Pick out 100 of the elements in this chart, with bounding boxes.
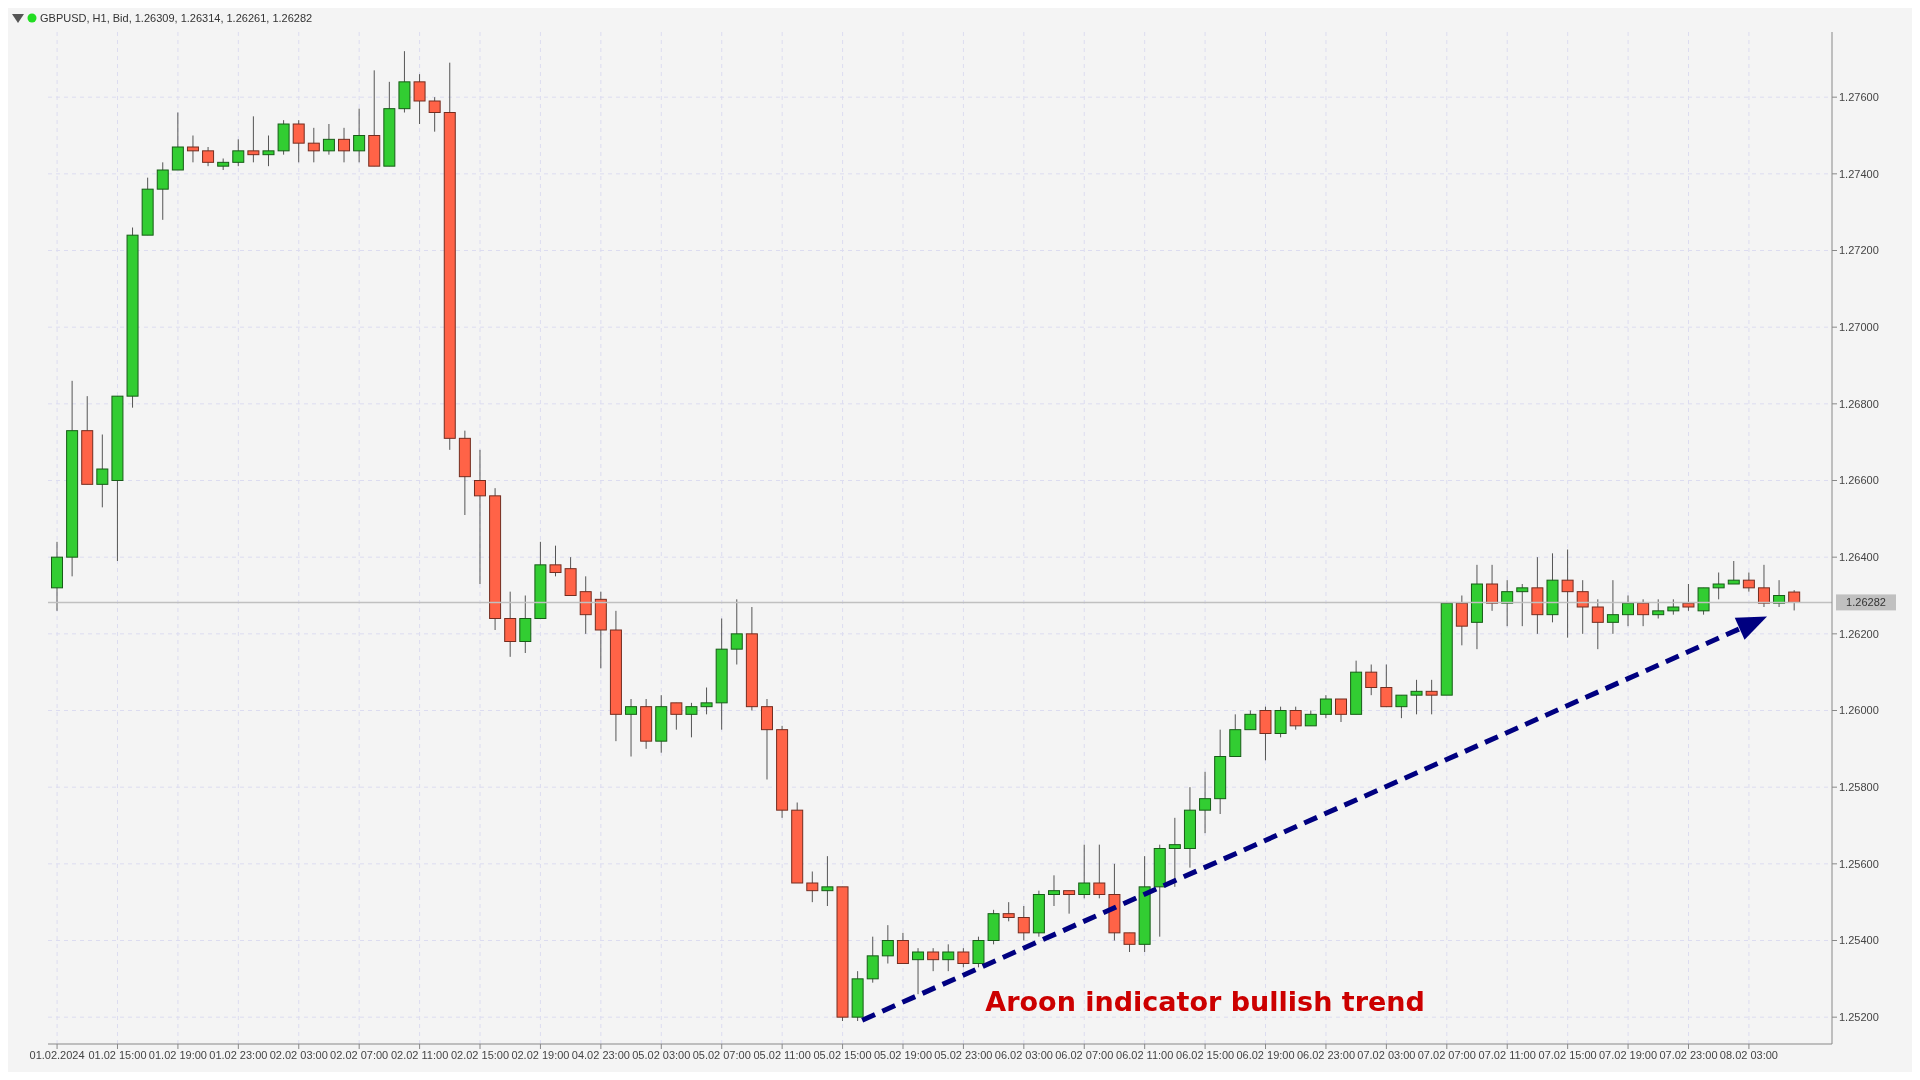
candlestick [262,135,275,167]
y-tick-label: 1.26000 [1839,704,1879,717]
candlestick [912,947,925,995]
candlestick [186,135,199,163]
candlestick [579,575,592,635]
candlestick [171,112,184,171]
ref-line-label: 1.26282 [1846,596,1886,609]
candlestick [504,591,517,658]
candlestick [1244,710,1257,731]
candlestick [1274,706,1287,738]
x-tick-label: 01.02.2024 [29,1048,85,1061]
x-tick-label: 06.02 11:00 [1116,1048,1174,1061]
candlestick [1425,679,1438,715]
x-tick-label: 07.02 15:00 [1538,1048,1597,1061]
candlestick [1637,598,1650,627]
candlestick [1289,706,1302,731]
candlestick [292,119,305,163]
candlestick [625,698,638,757]
candlestick [1486,564,1499,612]
x-tick-label: 07.02 23:00 [1659,1048,1718,1061]
x-tick-label: 05.02 11:00 [753,1048,811,1061]
candlestick [1606,579,1619,635]
x-tick-label: 05.02 15:00 [813,1048,872,1061]
candlestick [322,123,335,156]
candlestick [307,127,320,163]
x-tick-label: 05.02 19:00 [873,1048,933,1061]
candlestick [1048,874,1060,907]
candlestick [806,871,819,903]
candlestick [1697,587,1710,616]
y-tick-label: 1.26600 [1839,474,1879,487]
x-tick-label: 05.02 03:00 [632,1048,691,1061]
candlestick [1002,901,1015,922]
candlestick [1622,595,1635,627]
x-tick-label: 02.02 19:00 [511,1048,570,1061]
candlestick [896,932,909,964]
x-tick-label: 07.02 07:00 [1417,1048,1476,1061]
candlestick [1259,706,1272,761]
candlestick [519,595,532,654]
y-tick-label: 1.26200 [1839,627,1879,640]
candlestick [1788,589,1801,611]
x-tick-label: 08.02 03:00 [1719,1048,1778,1061]
candlestick [942,943,955,972]
candlestick [821,855,834,907]
candlestick [338,127,351,163]
candlestick [1561,549,1574,639]
x-tick-label: 01.02 23:00 [209,1048,268,1061]
candlestick [700,687,713,715]
candlestick [1365,664,1378,696]
x-tick-label: 06.02 03:00 [994,1048,1053,1061]
candlestick [1395,694,1408,719]
candlestick [1727,560,1740,585]
candlestick [1516,583,1529,627]
candlestick [866,936,879,984]
y-tick-label: 1.25800 [1839,781,1879,794]
candlestick [1380,664,1393,708]
x-tick-label: 02.02 15:00 [450,1048,510,1061]
candlestick [957,947,970,968]
candlestick [670,702,683,731]
candlestick [1455,595,1468,646]
x-tick-label: 07.02 19:00 [1599,1048,1658,1061]
candlestick [353,108,366,163]
candlestick [1199,771,1212,834]
x-tick-label: 07.02 11:00 [1478,1048,1536,1061]
candlestick [1078,844,1091,899]
candlestick [247,115,260,163]
candlestick [1773,579,1786,608]
candlestick [1652,598,1665,619]
x-tick-label: 05.02 23:00 [934,1048,993,1061]
candlestick [1017,905,1030,941]
x-tick-label: 01.02 15:00 [88,1048,147,1061]
chart-title: GBPUSD, H1, Bid, 1.26309, 1.26314, 1.26261, 1.26282 [40,12,313,24]
y-tick-label: 1.26800 [1839,397,1879,410]
candlestick [760,698,773,780]
candlestick [1063,890,1076,915]
candlestick [156,161,169,221]
candlestick [549,545,562,577]
x-tick-label: 05.02 07:00 [692,1048,751,1061]
candlestick [473,449,486,585]
candlestick [1168,817,1181,888]
x-tick-label: 06.02 15:00 [1176,1048,1235,1061]
x-tick-label: 06.02 07:00 [1055,1048,1114,1061]
candlestick [232,138,245,167]
candlestick [927,947,940,972]
y-tick-label: 1.25600 [1839,857,1879,870]
x-tick-label: 06.02 23:00 [1296,1048,1356,1061]
candlestick [1712,572,1725,600]
candlestick [1591,598,1604,650]
candlestick [1757,564,1770,608]
candlestick [1742,572,1755,593]
candlestick [202,146,215,167]
candlestick [1093,844,1106,899]
candlestick [1410,679,1423,715]
candlestick [413,73,426,125]
y-tick-label: 1.27400 [1839,167,1879,180]
x-tick-label: 01.02 19:00 [148,1048,207,1061]
x-tick-label: 04.02 23:00 [571,1048,630,1061]
y-tick-label: 1.25200 [1839,1011,1879,1024]
y-tick-label: 1.27000 [1839,321,1879,334]
candlestick [685,702,698,738]
x-tick-label: 06.02 19:00 [1236,1048,1295,1061]
